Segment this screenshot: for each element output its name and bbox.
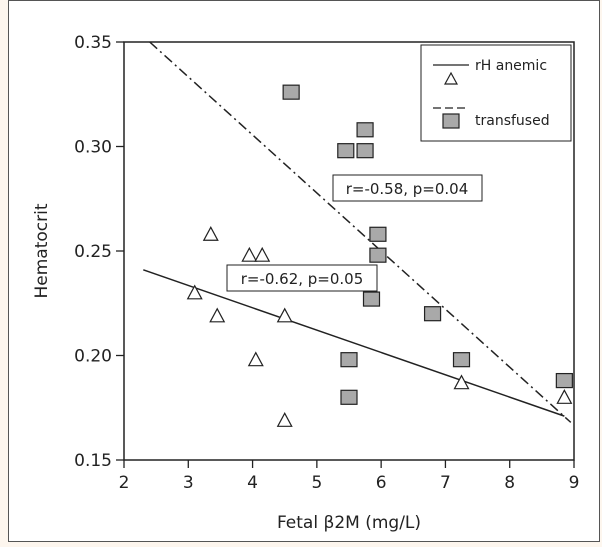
- point-transfused: [555, 372, 573, 389]
- scatter-chart: 0.15 0.20 0.25 0.30 0.35 2 3 4 5 6 7 8 9 Hematocrit…: [32, 33, 580, 533]
- x-tick-label: 7: [440, 473, 451, 493]
- point-anemic: [247, 351, 264, 367]
- y-tick-label: 0.30: [74, 138, 112, 158]
- point-transfused: [340, 389, 358, 405]
- point-transfused: [340, 352, 358, 368]
- point-anemic: [209, 307, 226, 323]
- legend-triangle-icon: [443, 71, 459, 85]
- x-tick-label: 9: [569, 473, 580, 493]
- x-tick-label: 3: [183, 473, 194, 493]
- point-transfused: [356, 122, 374, 138]
- x-tick-label: 2: [119, 473, 130, 493]
- legend-square-icon: [442, 113, 460, 129]
- point-anemic: [254, 246, 271, 262]
- legend-label-anemic: rH anemic: [475, 58, 547, 74]
- point-transfused: [282, 84, 300, 100]
- annotation-box-anemic: [226, 264, 378, 292]
- y-tick-label: 0.25: [74, 242, 112, 262]
- point-transfused: [356, 143, 374, 159]
- y-tick-label: 0.20: [74, 347, 112, 367]
- annotations: r=-0.58, p=0.04 r=-0.62, p=0.05: [226, 174, 483, 292]
- point-anemic: [276, 412, 293, 427]
- annotation-transfused: r=-0.58, p=0.04: [346, 180, 469, 198]
- fit-line-anemic: [143, 269, 565, 417]
- point-anemic: [186, 284, 203, 300]
- point-transfused: [423, 306, 442, 322]
- annotation-anemic: r=-0.62, p=0.05: [241, 270, 364, 288]
- legend: rH anemic transfused: [420, 44, 572, 142]
- y-axis-title: Hematocrit: [32, 203, 52, 298]
- point-anemic: [202, 226, 219, 241]
- x-axis-title: Fetal β2M (mg/L): [277, 513, 421, 533]
- fit-line-transfused: [149, 41, 572, 423]
- x-tick-label: 4: [247, 473, 258, 493]
- y-axis-ticks: 0.15 0.20 0.25 0.30 0.35: [74, 33, 124, 471]
- point-transfused: [452, 352, 471, 368]
- x-axis-ticks: 2 3 4 5 6 7 8 9: [119, 460, 580, 493]
- y-tick-label: 0.15: [74, 451, 112, 471]
- fit-lines: [143, 41, 572, 423]
- point-transfused: [362, 291, 381, 307]
- point-transfused: [337, 143, 355, 159]
- figure-frame: 0.15 0.20 0.25 0.30 0.35 2 3 4 5 6 7 8 9 Hematocrit…: [8, 0, 600, 542]
- data-markers: [186, 84, 573, 427]
- x-tick-label: 8: [504, 473, 515, 493]
- point-anemic: [241, 246, 258, 262]
- point-anemic: [453, 374, 470, 390]
- y-tick-label: 0.35: [74, 33, 112, 53]
- x-tick-label: 5: [311, 473, 322, 493]
- point-transfused: [369, 226, 387, 242]
- point-anemic: [556, 389, 573, 404]
- point-anemic: [276, 307, 293, 323]
- point-transfused: [369, 247, 387, 263]
- legend-label-transfused: transfused: [475, 113, 550, 129]
- annotation-box-transfused: [332, 174, 483, 202]
- x-tick-label: 6: [376, 473, 387, 493]
